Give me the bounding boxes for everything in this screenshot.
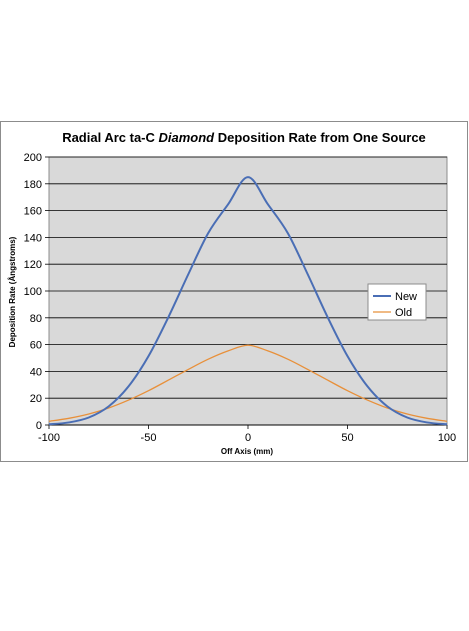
y-tick-label-200: 200 [24,152,42,164]
y-tick-label-160: 160 [24,206,42,218]
y-tick-label-100: 100 [24,286,42,298]
x-tick-label-100: 100 [438,432,456,444]
y-tick-label-20: 20 [30,393,42,405]
series-line-new [48,176,448,426]
x-tick-label--50: -50 [141,432,157,444]
y-tick-label-180: 180 [24,179,42,191]
y-axis-label: Deposition Rate (Ångstroms) [8,236,17,347]
x-tick-label--100: -100 [38,432,60,444]
chart-title-italic: Diamond [159,130,216,145]
x-axis-label: Off Axis (mm) [221,447,273,456]
chart-frame: Radial Arc ta-C Diamond Deposition Rate … [0,121,468,462]
legend: New Old [367,283,427,321]
y-tick-label-140: 140 [24,232,42,244]
y-tick-label-0: 0 [36,420,42,432]
series-line-old [48,344,448,422]
legend-label-old: Old [395,307,412,319]
legend-label-new: New [395,291,417,303]
chart-svg: Radial Arc ta-C Diamond Deposition Rate … [8,130,456,456]
chart-title-start: Radial Arc ta-C [62,130,158,145]
x-tick-label-0: 0 [245,432,251,444]
y-tick-label-80: 80 [30,313,42,325]
legend-box [367,283,427,321]
x-tick-label-50: 50 [341,432,353,444]
y-tick-label-60: 60 [30,340,42,352]
chart-title-end: Deposition Rate from One Source [214,130,426,145]
chart-title: Radial Arc ta-C Diamond Deposition Rate … [62,130,426,145]
y-tick-label-40: 40 [30,366,42,378]
y-tick-label-120: 120 [24,259,42,271]
